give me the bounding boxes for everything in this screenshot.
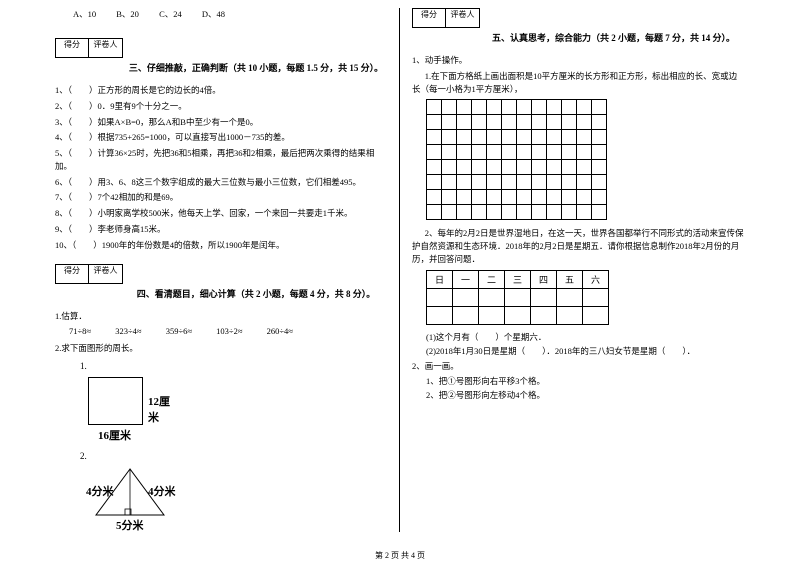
s5-q1: 1、动手操作。 [412,54,745,67]
page-footer: 第 2 页 共 4 页 [0,550,800,561]
mc-options: A、10 B、20 C、24 D、48 [73,8,387,20]
cal-head: 一 [453,270,479,288]
score-cell: 得分 [55,38,89,58]
sq-right-label: 12厘米 [148,393,170,425]
s5-sub1: (1)这个月有（ ）个星期六． [426,331,745,343]
s4-q1: 1.估算． [55,310,387,323]
opt-d: D、48 [202,9,225,19]
s3-item: 1、（ ）正方形的周长是它的边长的4倍。 [55,84,387,97]
grid-figure [426,99,745,219]
cal-head: 二 [479,270,505,288]
fig2-num: 2. [80,451,387,461]
s4-q2: 2.求下面图形的周长。 [55,342,387,355]
s3-item: 10、（ ）1900年的年份数是4的倍数，所以1900年是闰年。 [55,239,387,252]
fig1-num: 1. [80,361,387,371]
s5-q1-1: 1.在下面方格纸上画出面积是10平方厘米的长方形和正方形，标出相应的长、宽或边长… [412,70,745,96]
opt-c: C、24 [159,9,182,19]
cal-head: 日 [427,270,453,288]
tri-bottom-label: 5分米 [116,517,144,533]
cal-head: 三 [505,270,531,288]
cal-head: 六 [583,270,609,288]
section4-title: 四、看清题目，细心计算（共 2 小题，每题 4 分，共 8 分）。 [125,287,387,300]
judge-cell: 评卷人 [446,8,480,28]
calendar-table: 日 一 二 三 四 五 六 [426,270,609,325]
section5-title: 五、认真思考，综合能力（共 2 小题，每题 7 分，共 14 分）。 [482,31,745,44]
tri-left-label: 4分米 [86,483,114,499]
s3-item: 5、（ ）计算36×25时，先把36和5相乘，再把36和2相乘，最后把两次乘得的… [55,147,387,173]
judge-cell: 评卷人 [89,38,123,58]
score-box-4: 得分 评卷人 [55,264,387,284]
s3-item: 9、（ ）李老师身高15米。 [55,223,387,236]
s3-item: 6、（ ）用3、6、8这三个数字组成的最大三位数与最小三位数，它们相差495。 [55,176,387,189]
s3-item: 4、（ ）根据735+265=1000，可以直接写出1000－735的差。 [55,131,387,144]
estimate-row: 71÷8≈ 323÷4≈ 359÷6≈ 103÷2≈ 260÷4≈ [69,326,387,336]
cal-head: 五 [557,270,583,288]
square-shape [88,377,143,425]
judge-cell: 评卷人 [89,264,123,284]
s3-item: 8、（ ）小明家离学校500米，他每天上学、回家，一个来回一共要走1千米。 [55,207,387,220]
opt-a: A、10 [73,9,96,19]
s5-q2-2: 2、把②号图形向左移动4个格。 [426,389,745,401]
opt-b: B、20 [116,9,139,19]
cal-head: 四 [531,270,557,288]
score-cell: 得分 [412,8,446,28]
score-box-3: 得分 评卷人 [55,38,387,58]
figure1: 1. 12厘米 16厘米 [80,361,387,445]
figure2: 2. 4分米 4分米 5分米 [80,451,387,533]
score-box-5: 得分 评卷人 [412,8,745,28]
s3-item: 2、（ ）0．9里有9个十分之一。 [55,100,387,113]
s3-item: 7、（ ）7个42相加的和是69。 [55,191,387,204]
s5-q2: 2、画一画。 [412,360,745,373]
s3-item: 3、（ ）如果A×B=0，那么A和B中至少有一个是0。 [55,116,387,129]
s5-q1-2: 2、每年的2月2日是世界湿地日，在这一天，世界各国都举行不同形式的活动来宣传保护… [412,227,745,265]
section3-title: 三、仔细推敲，正确判断（共 10 小题，每题 1.5 分，共 15 分）。 [125,61,387,74]
s5-q2-1: 1、把①号图形向右平移3个格。 [426,375,745,387]
tri-right-label: 4分米 [148,483,176,499]
score-cell: 得分 [55,264,89,284]
sq-bottom-label: 16厘米 [98,427,131,443]
s5-sub2: (2)2018年1月30日是星期（ ）．2018年的三八妇女节是星期（ ）． [426,345,745,357]
